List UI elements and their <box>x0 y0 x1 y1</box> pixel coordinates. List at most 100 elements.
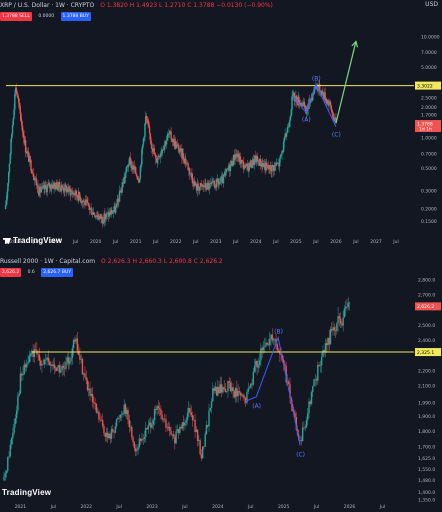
candle <box>271 161 273 178</box>
xrp-trade-buttons: 1.3788 SELL 0.0000 1.3788 BUY <box>0 12 94 23</box>
candle-body <box>93 401 95 403</box>
candle <box>305 105 308 120</box>
candle <box>263 338 266 353</box>
candle <box>322 345 324 358</box>
candle-body <box>132 437 134 443</box>
candle-body <box>49 184 51 188</box>
russell-symbol-title[interactable]: Russell 2000 · 1W · Capital.com <box>0 258 96 265</box>
candle-body <box>215 386 218 396</box>
candle-body <box>14 93 16 110</box>
candle-body <box>289 384 291 398</box>
candle <box>38 183 41 198</box>
candle <box>209 407 211 412</box>
candle <box>81 198 83 207</box>
candle <box>274 338 276 347</box>
candle <box>48 179 50 185</box>
candle-body <box>4 473 6 478</box>
candle <box>96 407 99 415</box>
candle-body <box>157 406 160 409</box>
tradingview-logo-bottom[interactable]: TradingView <box>2 488 51 497</box>
candle-body <box>48 183 50 185</box>
candle <box>169 422 171 437</box>
candle-body <box>27 151 29 153</box>
candle <box>247 382 249 395</box>
candle <box>157 153 159 165</box>
candle <box>123 171 125 185</box>
candle-body <box>101 217 103 220</box>
y-tick-label: 10.0000 <box>421 34 440 40</box>
xrp-buy-button[interactable]: 1.3788 BUY <box>60 12 91 21</box>
candle <box>253 358 256 373</box>
candle-body <box>236 155 239 158</box>
candle-body <box>302 101 305 103</box>
xrp-symbol-title[interactable]: XRP / U.S. Dollar · 1W · CRYPTO <box>0 2 95 9</box>
russell-chart-panel[interactable]: 2,800.0 2,700.0 2,500.0 2,400.0 2,200.0 2,100… <box>0 256 442 512</box>
candle-body <box>295 95 298 103</box>
xrp-currency-label[interactable]: USD <box>425 1 438 8</box>
candle-body <box>165 140 168 145</box>
y-tick-label: 1.0000 <box>421 136 437 142</box>
candle-body <box>327 337 329 346</box>
candle <box>249 159 252 168</box>
candle <box>38 191 40 197</box>
tradingview-logo-top[interactable]: TradingView <box>3 236 62 245</box>
candle-body <box>127 165 129 167</box>
candle-body <box>318 84 320 89</box>
candle <box>151 148 154 157</box>
candle <box>237 150 239 158</box>
candle-body <box>289 120 291 127</box>
xrp-sell-button[interactable]: 1.3788 SELL <box>0 12 32 21</box>
candle-body <box>137 179 139 180</box>
candle <box>272 164 275 177</box>
candle <box>61 363 63 377</box>
russell-chart-svg[interactable]: 2,800.0 2,700.0 2,500.0 2,400.0 2,200.0 2,100… <box>0 256 442 512</box>
candle-body <box>299 102 302 106</box>
candle-body <box>198 187 201 191</box>
candle-body <box>205 424 208 435</box>
candle <box>188 401 190 418</box>
candle-body <box>205 182 207 188</box>
candle-body <box>151 148 154 152</box>
candle-body <box>293 410 295 413</box>
candle <box>322 92 325 101</box>
candle-body <box>76 195 78 197</box>
candle <box>4 469 6 481</box>
candle <box>12 427 14 445</box>
candle <box>103 423 105 436</box>
candle <box>231 381 233 394</box>
candle-body <box>238 391 241 393</box>
xrp-sell-price: 1.3788 <box>2 14 18 19</box>
candle <box>261 159 263 173</box>
candle <box>239 152 242 168</box>
candle-body <box>61 365 63 371</box>
candle <box>217 178 219 188</box>
candle-body <box>67 188 69 192</box>
candle-body <box>215 187 217 188</box>
candle <box>327 98 329 107</box>
candle-body <box>20 113 22 122</box>
candle-body <box>60 370 62 373</box>
xrp-chart-panel[interactable]: 10.0000 7.0000 5.0000 2.5000 2.0000 1.7000 1.0… <box>0 0 442 256</box>
russell-sell-button[interactable]: 2,626.2 <box>0 268 22 277</box>
x-tick-label: 2024 <box>212 504 224 510</box>
candle <box>279 154 282 163</box>
candle <box>100 415 103 421</box>
candle <box>237 383 239 403</box>
candle-body <box>25 152 28 154</box>
candle-body <box>226 391 228 392</box>
candle <box>242 393 244 401</box>
candle <box>3 471 5 482</box>
candle <box>199 182 202 191</box>
x-tick-label: Jul <box>152 239 158 245</box>
candle-body <box>247 388 249 392</box>
candle-body <box>332 117 335 121</box>
candle <box>236 150 239 162</box>
russell-buy-button[interactable]: 2,626.7 BUY <box>41 268 73 277</box>
candle <box>164 139 166 151</box>
candle-body <box>176 144 179 146</box>
candle-body <box>237 153 239 158</box>
candle <box>60 183 62 192</box>
candle-body <box>131 165 134 170</box>
candle-body <box>166 427 168 429</box>
